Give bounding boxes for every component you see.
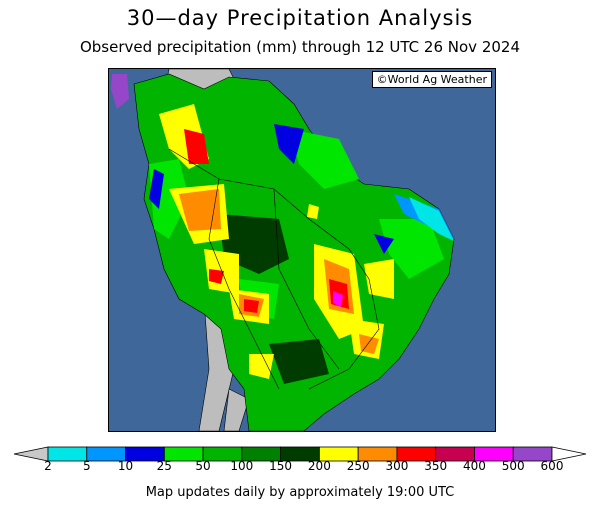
legend-label-2: 2: [44, 459, 52, 473]
precipitation-map: ©World Ag Weather: [108, 68, 496, 432]
country-borders: [168, 148, 380, 390]
map-title: 30—day Precipitation Analysis: [126, 6, 474, 30]
update-note: Map updates daily by approximately 19:00…: [145, 485, 455, 500]
legend-label-5: 5: [82, 459, 91, 473]
zone-150mm: [219, 214, 329, 384]
legend-label-250: 250: [346, 459, 370, 473]
zone-500mm: [111, 74, 129, 109]
legend-label-400: 400: [463, 459, 486, 473]
legend-labels: 2 5 10 25 50 100 150 200 250 300 350 400 500 600: [0, 459, 600, 475]
legend-label-100: 100: [230, 459, 254, 473]
legend-label-25: 25: [156, 459, 172, 473]
zone-25mm: [149, 129, 444, 319]
legend-label-350: 350: [424, 459, 448, 473]
legend-label-10: 10: [117, 459, 134, 473]
map-svg: [111, 69, 455, 431]
zone-300mm: [184, 129, 349, 313]
legend-label-200: 200: [307, 459, 331, 473]
credit-label: ©World Ag Weather: [371, 71, 492, 88]
zone-2mm: [409, 197, 454, 241]
legend-label-600: 600: [540, 459, 564, 473]
legend-label-500: 500: [501, 459, 525, 473]
map-subtitle: Observed precipitation (mm) through 12 U…: [79, 38, 521, 56]
zone-400mm: [333, 291, 343, 307]
zone-250mm: [179, 189, 379, 354]
legend-label-150: 150: [269, 459, 293, 473]
legend-colorbar: [13, 446, 587, 462]
legend-label-50: 50: [195, 459, 211, 473]
legend-over-arrow: [551, 446, 587, 462]
legend-label-300: 300: [385, 459, 409, 473]
